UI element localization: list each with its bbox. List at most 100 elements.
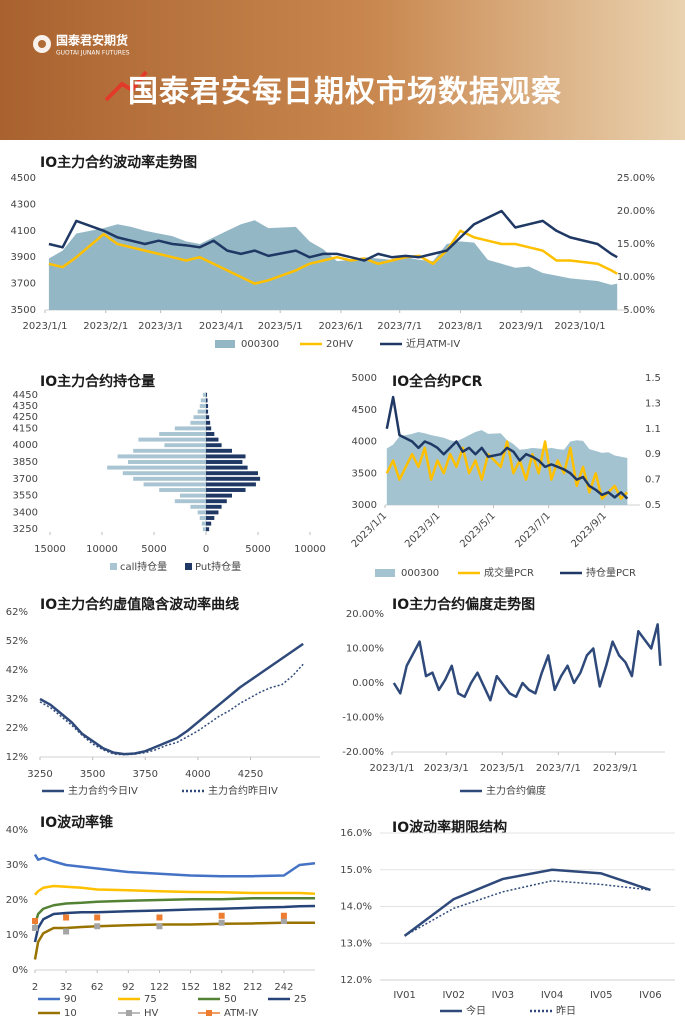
bar xyxy=(190,420,206,425)
marker xyxy=(63,928,70,935)
bar xyxy=(206,432,215,436)
y-tick-label: 62% xyxy=(6,607,28,618)
marker xyxy=(63,914,70,921)
x-tick-label: 3750 xyxy=(133,769,158,780)
header-title: 国泰君安每日期权市场数据观察 xyxy=(128,75,562,110)
bar xyxy=(206,426,212,431)
legend-label: Put持仓量 xyxy=(195,560,241,573)
x-tick-label: 5000 xyxy=(141,544,166,555)
bar xyxy=(193,415,206,420)
marker xyxy=(280,912,287,919)
y-tick-label: 3250 xyxy=(13,524,38,535)
x-tick-label: 15000 xyxy=(34,544,66,555)
y-tick-label: 4000 xyxy=(13,440,38,451)
legend-label: 昨日 xyxy=(556,1005,576,1017)
bar xyxy=(197,409,206,414)
marker xyxy=(32,925,38,931)
marker xyxy=(280,918,287,924)
bar xyxy=(206,420,211,425)
x-tick-label: 2023/3/1 xyxy=(424,763,469,774)
y-tick-label: 10.00% xyxy=(346,644,384,655)
y-tick-label: 13.0% xyxy=(340,938,372,949)
x-tick-label: 2023/10/1 xyxy=(554,321,605,332)
y-tick-label: 15.0% xyxy=(340,865,372,876)
bar xyxy=(174,499,206,504)
bar xyxy=(206,465,248,470)
y-tick-label: 12% xyxy=(6,752,28,763)
bar xyxy=(206,409,209,414)
x-tick-label: 2023/9/1 xyxy=(499,321,544,332)
x-tick-label: IV06 xyxy=(639,990,662,1001)
bar xyxy=(206,398,208,403)
y2-tick-label: 1.1 xyxy=(645,424,661,435)
x-tick-label: 0 xyxy=(203,544,209,555)
y2-tick-label: 20.00% xyxy=(617,206,655,217)
x-tick-label: IV04 xyxy=(541,990,564,1001)
x-tick-label: 2023/9/1 xyxy=(593,763,638,774)
y-tick-label: 10% xyxy=(6,930,28,941)
line xyxy=(385,440,629,500)
line xyxy=(33,921,315,960)
chart-title: IO波动率期限结构 xyxy=(392,819,507,836)
legend-swatch xyxy=(110,563,117,570)
bar xyxy=(199,404,206,408)
bar xyxy=(164,443,206,448)
line xyxy=(33,853,316,878)
logo-icon-core xyxy=(38,40,46,48)
y2-tick-label: 1.5 xyxy=(645,373,661,384)
line xyxy=(48,209,618,262)
marker xyxy=(32,918,38,924)
bar xyxy=(206,504,222,509)
y-tick-label: 4250 xyxy=(13,412,38,423)
x-tick-label: 2 xyxy=(32,982,38,993)
x-tick-label: 152 xyxy=(181,982,200,993)
bar xyxy=(206,488,246,492)
bar xyxy=(202,392,206,397)
legend-swatch xyxy=(206,1010,212,1016)
legend-label: 近月ATM-IV xyxy=(406,337,460,350)
y-tick-label: 3500 xyxy=(352,468,377,479)
x-tick-label: 2023/7/1 xyxy=(377,321,422,332)
legend-label: 10 xyxy=(64,1008,77,1019)
charts: IO主力合约波动率走势图 2023/1/1 2023/2/1 2023/3/1 2023… xyxy=(6,154,675,1019)
x-tick-label: 2023/1/1 xyxy=(23,321,68,332)
bar xyxy=(206,516,215,520)
header-arrow xyxy=(104,70,148,102)
y-tick-label: 3000 xyxy=(352,500,377,511)
y2-tick-label: 0.9 xyxy=(645,449,661,460)
area xyxy=(48,220,618,310)
y-tick-label: 30% xyxy=(6,860,28,871)
bar xyxy=(159,432,206,436)
legend-swatch xyxy=(375,569,395,577)
marker xyxy=(94,914,101,921)
legend-label: 20HV xyxy=(326,339,353,350)
y2-tick-label: 1.3 xyxy=(645,398,661,409)
x-tick-label: 4000 xyxy=(185,769,210,780)
bar xyxy=(206,527,210,532)
bar xyxy=(107,465,206,470)
y-tick-label: 4500 xyxy=(11,173,36,184)
x-tick-label: 212 xyxy=(243,982,262,993)
line xyxy=(385,395,629,500)
x-tick-label: 2023/7/1 xyxy=(513,510,553,550)
bar xyxy=(201,521,206,526)
bar xyxy=(206,499,227,504)
y-tick-label: 3550 xyxy=(13,491,38,502)
legend-label: ATM-IV xyxy=(224,1008,258,1019)
chart-title: IO全合约PCR xyxy=(392,373,483,390)
x-tick-label: 122 xyxy=(150,982,169,993)
x-tick-label: IV03 xyxy=(492,990,515,1001)
y-tick-label: 3500 xyxy=(11,305,36,316)
line xyxy=(392,623,662,702)
x-tick-label: 2023/5/1 xyxy=(258,321,303,332)
x-tick-label: IV05 xyxy=(590,990,613,1001)
bar xyxy=(206,493,232,498)
y-tick-label: 4000 xyxy=(352,437,377,448)
y-tick-label: 14.0% xyxy=(340,902,372,913)
y-tick-label: 20.00% xyxy=(346,609,384,620)
y-tick-label: 5000 xyxy=(352,373,377,384)
y-tick-label: 4450 xyxy=(13,390,38,401)
legend-label: 主力合约偏度 xyxy=(486,784,546,797)
bar xyxy=(200,398,206,403)
x-tick-label: 2023/1/1 xyxy=(350,510,390,550)
